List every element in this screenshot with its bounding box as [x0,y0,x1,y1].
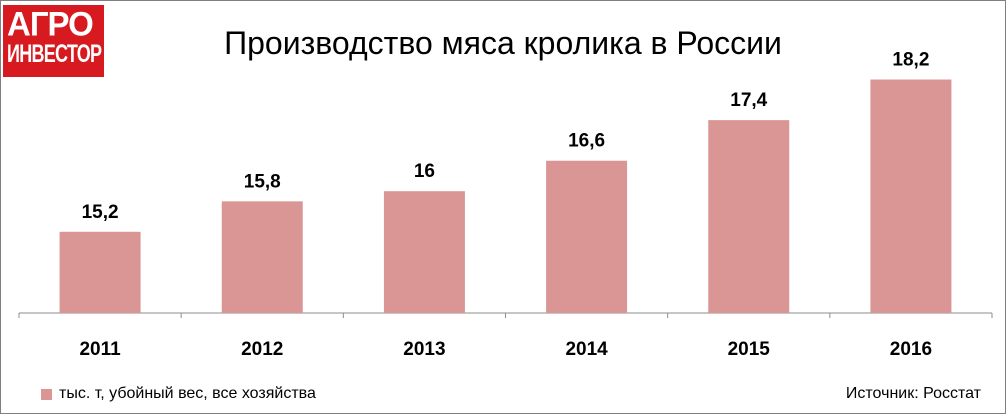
x-tick-label: 2011 [79,339,121,360]
agroinvestor-logo: АГРО ИНВЕСТОР [3,5,104,77]
data-label: 17,4 [730,90,767,111]
bar [870,79,952,313]
legend-swatch [41,388,52,400]
data-label: 16,6 [568,131,605,152]
data-label: 16 [414,161,435,182]
bar [708,120,790,313]
legend: тыс. т, убойный вес, все хозяйства [41,385,316,403]
x-tick-label: 2012 [241,339,283,360]
legend-label: тыс. т, убойный вес, все хозяйства [59,385,316,402]
data-label: 15,2 [82,202,119,223]
logo-line-1: АГРО [7,4,94,43]
bar [221,201,303,313]
chart-title: Производство мяса кролика в России [224,25,782,61]
data-label: 18,2 [892,50,929,71]
source-note: Источник: Росстат [845,385,981,402]
x-tick-label: 2016 [890,339,932,360]
data-label: 15,8 [244,171,281,192]
x-tick-label: 2013 [403,339,445,360]
bar [59,231,141,313]
x-tick-label: 2015 [728,339,771,360]
bar [546,160,628,313]
x-tick-label: 2014 [565,339,608,360]
bar [383,191,465,313]
